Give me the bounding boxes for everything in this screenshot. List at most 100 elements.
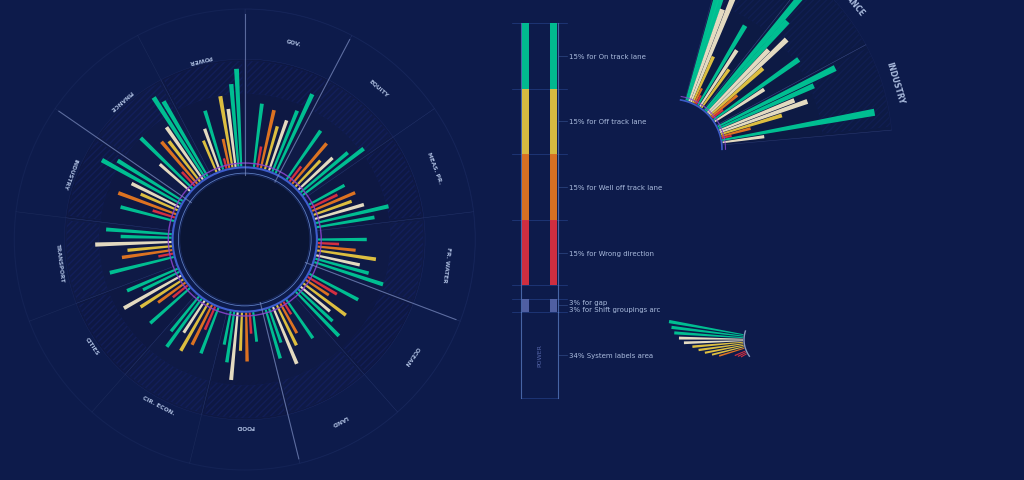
Wedge shape (203, 129, 221, 172)
Wedge shape (125, 294, 227, 415)
Bar (522, 299, 529, 312)
Wedge shape (300, 286, 331, 313)
Wedge shape (280, 303, 298, 334)
Wedge shape (674, 332, 743, 338)
Text: 15% for Off track lane: 15% for Off track lane (569, 119, 647, 125)
Wedge shape (218, 96, 233, 168)
Wedge shape (123, 275, 181, 310)
Wedge shape (222, 312, 231, 345)
Wedge shape (179, 303, 209, 352)
Wedge shape (722, 109, 876, 142)
Wedge shape (158, 253, 173, 258)
Wedge shape (288, 375, 397, 463)
Wedge shape (722, 135, 732, 140)
Wedge shape (153, 210, 175, 219)
Wedge shape (317, 250, 376, 262)
Wedge shape (264, 310, 282, 359)
Wedge shape (705, 0, 803, 112)
Wedge shape (292, 143, 328, 185)
Wedge shape (131, 182, 179, 209)
Wedge shape (719, 99, 796, 132)
Wedge shape (252, 312, 258, 342)
Wedge shape (168, 141, 201, 183)
Wedge shape (315, 258, 369, 276)
Wedge shape (139, 137, 194, 190)
Text: POWER: POWER (538, 344, 542, 367)
Wedge shape (720, 100, 808, 134)
Wedge shape (295, 160, 322, 188)
Wedge shape (722, 136, 765, 144)
Text: POWER: POWER (187, 54, 212, 65)
Wedge shape (303, 283, 347, 317)
Wedge shape (161, 60, 245, 176)
Wedge shape (712, 110, 724, 120)
Wedge shape (304, 138, 424, 231)
Wedge shape (268, 309, 283, 343)
Wedge shape (295, 291, 340, 337)
Wedge shape (245, 313, 249, 362)
Wedge shape (203, 111, 224, 170)
Wedge shape (669, 320, 743, 336)
Wedge shape (300, 152, 349, 194)
Wedge shape (685, 0, 735, 101)
Wedge shape (264, 127, 279, 170)
Wedge shape (286, 300, 314, 339)
Text: CITIES: CITIES (83, 336, 99, 356)
Wedge shape (737, 352, 746, 357)
Wedge shape (317, 238, 367, 242)
Wedge shape (165, 127, 204, 180)
Wedge shape (309, 273, 359, 302)
Text: INDUSTRY: INDUSTRY (62, 158, 79, 191)
Wedge shape (190, 305, 213, 346)
Wedge shape (172, 285, 188, 299)
Wedge shape (707, 49, 770, 114)
Wedge shape (312, 218, 425, 304)
Wedge shape (690, 0, 739, 103)
Wedge shape (120, 206, 174, 223)
Wedge shape (698, 344, 743, 351)
Wedge shape (697, 25, 748, 107)
Wedge shape (158, 282, 186, 304)
Wedge shape (315, 205, 389, 225)
Wedge shape (710, 68, 764, 117)
Wedge shape (223, 159, 227, 169)
Wedge shape (298, 157, 334, 191)
Wedge shape (316, 216, 375, 229)
Text: EQUITY: EQUITY (369, 79, 390, 98)
Wedge shape (139, 279, 184, 309)
Bar (550, 24, 557, 89)
Wedge shape (182, 300, 206, 334)
Wedge shape (249, 313, 253, 334)
Wedge shape (286, 131, 323, 180)
Wedge shape (204, 306, 216, 331)
Text: 34% System labels area: 34% System labels area (569, 352, 653, 358)
Bar (522, 24, 529, 89)
Text: 15% for On track lane: 15% for On track lane (569, 54, 646, 60)
Wedge shape (314, 262, 384, 287)
Wedge shape (76, 265, 197, 375)
Wedge shape (679, 337, 743, 340)
Wedge shape (685, 0, 809, 111)
Text: 15% for Wrong direction: 15% for Wrong direction (569, 250, 654, 256)
Wedge shape (717, 66, 837, 128)
Wedge shape (684, 340, 743, 345)
Wedge shape (122, 250, 172, 260)
Wedge shape (165, 299, 203, 348)
Wedge shape (121, 235, 172, 239)
Bar (550, 220, 557, 286)
Wedge shape (234, 70, 243, 167)
Wedge shape (65, 218, 177, 304)
Wedge shape (150, 288, 190, 325)
Wedge shape (734, 351, 745, 357)
Wedge shape (152, 97, 206, 179)
Wedge shape (702, 0, 866, 126)
Wedge shape (305, 279, 330, 297)
Wedge shape (229, 85, 240, 168)
Wedge shape (314, 204, 365, 220)
Text: MEAS. PR.: MEAS. PR. (426, 152, 442, 185)
Text: 3% for gap
3% for Shift groupings arc: 3% for gap 3% for Shift groupings arc (569, 299, 660, 312)
Wedge shape (365, 304, 460, 412)
Text: LAND: LAND (330, 413, 348, 426)
Wedge shape (711, 95, 738, 118)
Wedge shape (221, 139, 230, 169)
